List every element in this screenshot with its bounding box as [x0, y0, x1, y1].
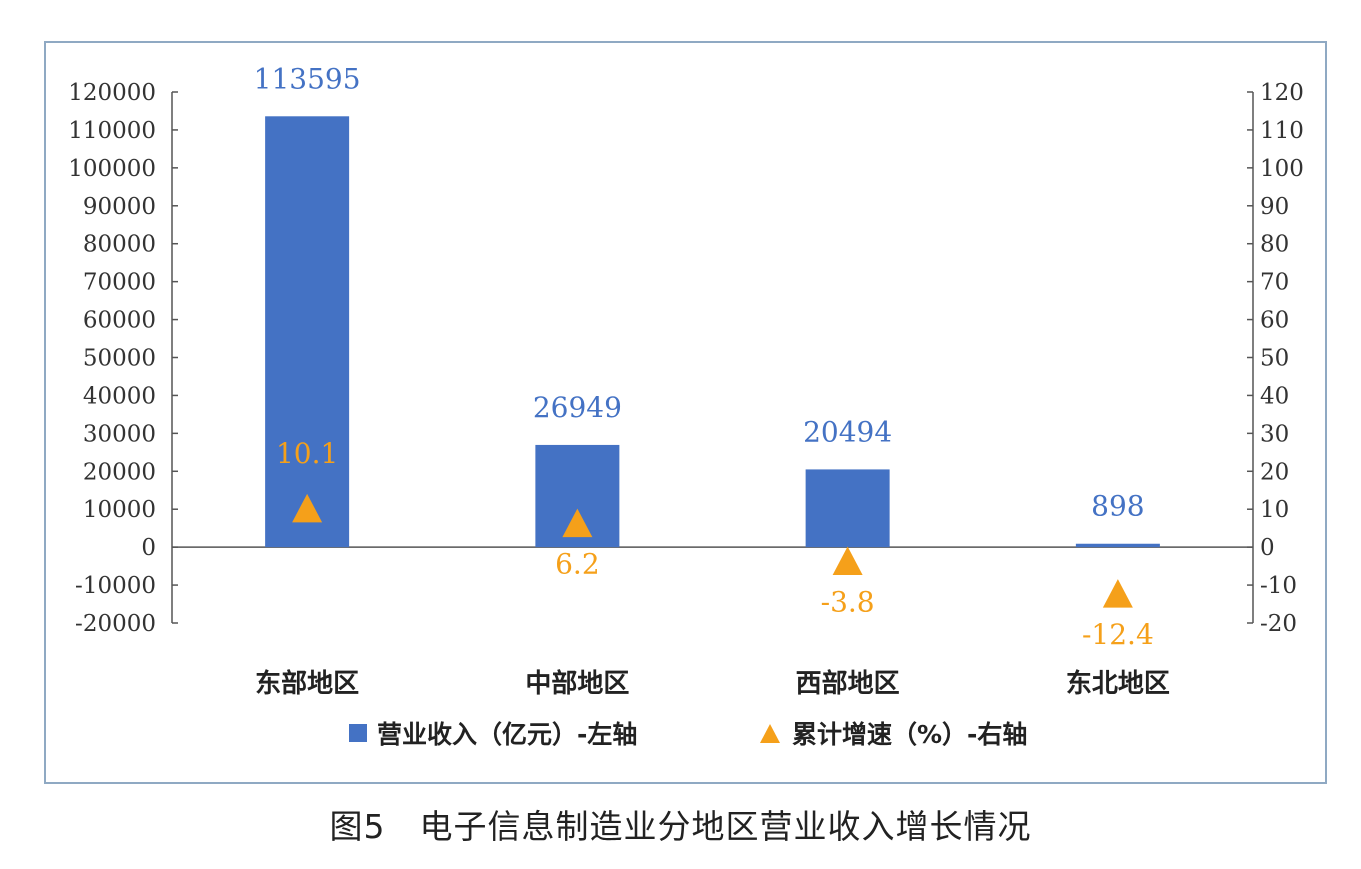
right-axis-tick-label: 20	[1260, 459, 1289, 485]
left-axis-tick-label: 100000	[68, 156, 156, 182]
revenue-bar	[265, 116, 350, 548]
right-axis-tick-label: 50	[1260, 346, 1289, 372]
left-axis-tick-label: 60000	[83, 308, 156, 334]
growth-data-label: -3.8	[821, 586, 875, 619]
growth-marker	[1102, 579, 1133, 608]
left-axis-tick-label: 40000	[83, 383, 156, 409]
revenue-data-label: 26949	[533, 391, 622, 424]
left-axis-tick-label: 80000	[83, 232, 156, 258]
right-axis-tick-label: 120	[1260, 80, 1304, 106]
revenue-data-label: 20494	[803, 415, 892, 448]
legend-bar-label: 营业收入（亿元）-左轴	[377, 720, 637, 749]
left-axis-tick-label: 20000	[83, 459, 156, 485]
right-axis-tick-label: 10	[1260, 497, 1289, 523]
legend-triangle-swatch	[760, 724, 780, 743]
left-axis-tick-label: -10000	[75, 573, 156, 599]
right-axis-tick-label: 100	[1260, 156, 1304, 182]
left-axis-tick-label: 50000	[83, 346, 156, 372]
left-axis-tick-label: 30000	[83, 421, 156, 447]
right-axis-tick-label: 0	[1260, 535, 1275, 561]
revenue-data-label: 898	[1091, 490, 1144, 523]
growth-marker	[562, 508, 593, 538]
category-label: 中部地区	[525, 669, 629, 699]
left-axis-tick-label: 110000	[68, 118, 156, 144]
left-axis-tick-label: 90000	[83, 194, 156, 220]
left-axis-tick-label: 10000	[83, 497, 156, 523]
revenue-bar	[1075, 543, 1160, 548]
growth-data-label: 10.1	[276, 437, 338, 470]
right-axis-tick-label: 90	[1260, 194, 1289, 220]
right-axis-tick-label: -20	[1260, 611, 1297, 637]
right-axis-tick-label: 80	[1260, 232, 1289, 258]
right-axis-tick-label: 30	[1260, 421, 1289, 447]
chart-frame	[44, 41, 1327, 784]
growth-marker	[832, 546, 863, 576]
figure-caption: 图5 电子信息制造业分地区营业收入增长情况	[329, 807, 1032, 846]
right-axis-tick-label: 40	[1260, 383, 1289, 409]
legend-triangle-label: 累计增速（%）-右轴	[792, 720, 1027, 749]
growth-marker	[292, 493, 323, 523]
right-axis-tick-label: 70	[1260, 270, 1289, 296]
left-axis-tick-label: 70000	[83, 270, 156, 296]
category-label: 东部地区	[255, 668, 359, 699]
left-axis-tick-label: -20000	[75, 611, 156, 637]
right-axis-tick-label: 110	[1260, 118, 1304, 144]
right-axis-tick-label: 60	[1260, 308, 1289, 334]
revenue-data-label: 113595	[254, 62, 361, 95]
right-axis-tick-label: -10	[1260, 573, 1297, 599]
growth-data-label: 6.2	[555, 548, 600, 581]
chart: -20000 -10000 0 10000 20000 30000 40000 50000 60…	[68, 62, 1304, 749]
category-label: 西部地区	[796, 669, 900, 699]
category-label: 东北地区	[1066, 668, 1170, 699]
left-axis-tick-label: 120000	[68, 80, 156, 106]
revenue-bar	[805, 469, 890, 548]
growth-data-label: -12.4	[1082, 618, 1154, 651]
left-axis-tick-label: 0	[141, 535, 156, 561]
legend-bar-swatch	[349, 724, 367, 742]
